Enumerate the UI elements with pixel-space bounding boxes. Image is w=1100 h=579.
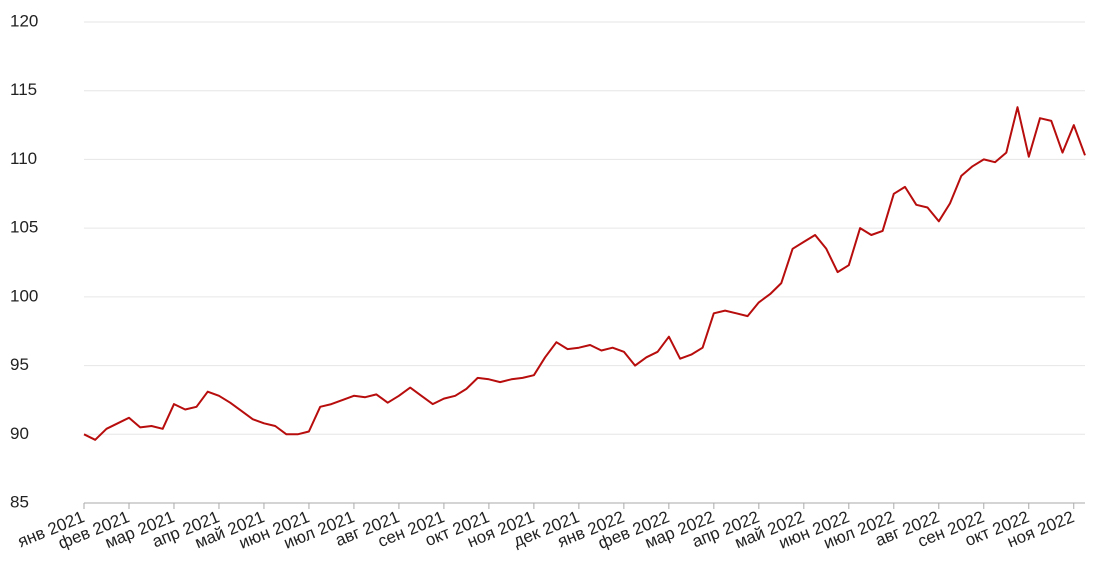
y-tick-label: 115 (10, 80, 37, 99)
y-tick-label: 110 (10, 149, 37, 168)
data-line (83, 106, 1086, 441)
y-tick-label: 100 (10, 286, 38, 305)
y-tick-label: 85 (10, 492, 29, 511)
y-tick-label: 90 (10, 424, 29, 443)
y-tick-label: 95 (10, 355, 29, 374)
y-tick-label: 120 (10, 11, 38, 30)
y-tick-label: 105 (10, 218, 38, 237)
